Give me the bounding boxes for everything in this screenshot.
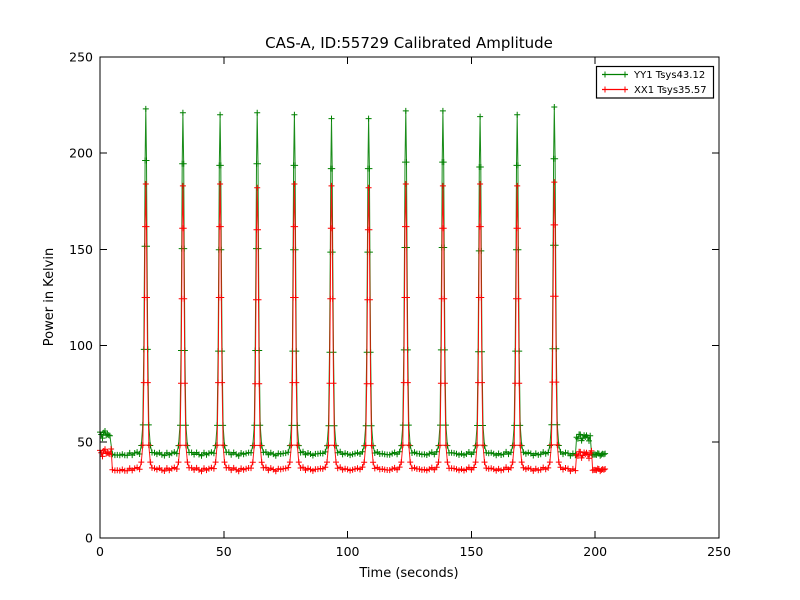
- legend-box: [595, 65, 715, 99]
- x-tick-label: 150: [459, 544, 483, 559]
- legend-plus-marker-xx1: [602, 86, 628, 93]
- legend: YY1 Tsys43.12 XX1 Tsys35.57: [595, 65, 715, 99]
- x-tick-label: 200: [583, 544, 607, 559]
- axes-layer: 0 50 100 150 200 250 0 50 100 150 200 250: [69, 50, 731, 560]
- series-xx1-markers: [97, 179, 609, 475]
- y-tick-label: 100: [69, 338, 93, 353]
- y-tick-label: 200: [69, 146, 93, 161]
- legend-label-yy1: YY1 Tsys43.12: [633, 70, 705, 81]
- y-tick-label: 150: [69, 242, 93, 257]
- axes-frame: [99, 56, 720, 539]
- x-tick-label: 100: [336, 544, 360, 559]
- series-yy1-markers: [97, 104, 609, 459]
- x-tick-label: 50: [216, 544, 232, 559]
- y-tick-label: 50: [77, 434, 93, 449]
- legend-entry-xx1: XX1 Tsys35.57: [602, 85, 707, 96]
- series-layer: [97, 104, 609, 475]
- series-yy1-line: [99, 106, 606, 457]
- chart-title: CAS-A, ID:55729 Calibrated Amplitude: [265, 34, 553, 52]
- x-axis-label: Time (seconds): [358, 566, 458, 581]
- legend-label-xx1: XX1 Tsys35.57: [634, 85, 707, 96]
- legend-entry-yy1: YY1 Tsys43.12: [602, 70, 705, 81]
- x-tick-label: 0: [96, 544, 104, 559]
- y-tick-label: 250: [69, 50, 93, 65]
- series-xx1-line: [99, 182, 606, 472]
- y-tick-label: 0: [85, 531, 93, 546]
- x-tick-label: 250: [707, 544, 731, 559]
- legend-plus-marker-yy1: [602, 71, 628, 78]
- y-axis-label: Power in Kelvin: [42, 248, 57, 346]
